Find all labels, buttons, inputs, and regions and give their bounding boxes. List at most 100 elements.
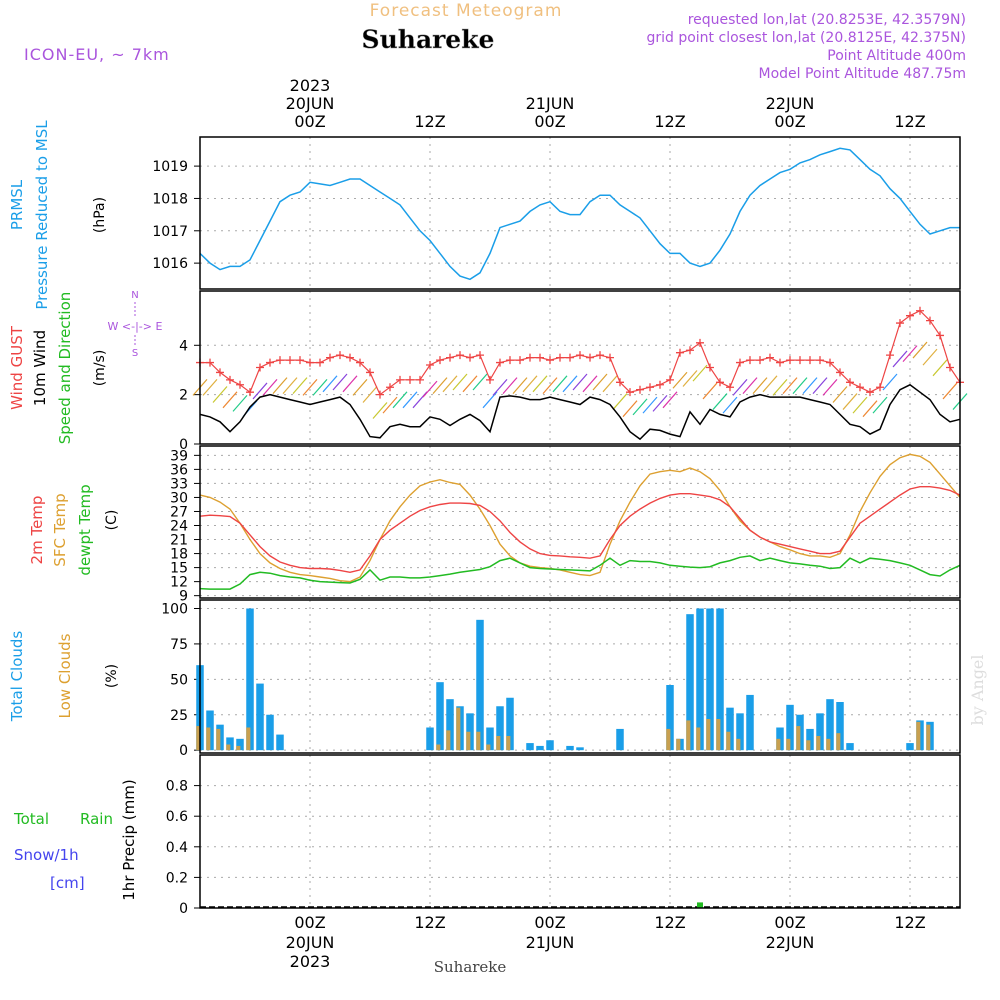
total-cloud-bar <box>426 727 434 751</box>
wind-gust-marker <box>426 361 434 370</box>
y-tick-label: 1016 <box>152 256 188 272</box>
low-cloud-bar <box>446 730 451 751</box>
wind-gust-marker <box>946 363 954 372</box>
wind-gust-marker <box>206 358 214 367</box>
wind-gust-marker <box>556 353 564 362</box>
dewpt-label: dewpt Temp <box>76 484 94 575</box>
time-label: 21JUN <box>526 933 575 952</box>
wind-gust-marker <box>276 356 284 365</box>
t2m-line <box>199 486 961 574</box>
wind-gust-marker <box>226 375 234 384</box>
wind-direction-arrow <box>392 391 408 409</box>
time-label: 22JUN <box>766 933 815 952</box>
y-tick-label: 2 <box>179 388 188 404</box>
total-cloud-bar <box>816 713 824 751</box>
wind-direction-arrow <box>292 377 308 394</box>
wind-gust-marker <box>656 380 664 389</box>
total-cloud-bar <box>686 614 694 751</box>
total-cloud-bar <box>846 743 854 751</box>
wind-gust-marker <box>326 353 334 362</box>
y-tick-label: 0.2 <box>166 870 188 886</box>
wind-gust-marker <box>916 306 924 315</box>
prmsl-label: PRMSL <box>8 179 26 230</box>
bottom-location: Suhareke <box>434 958 507 976</box>
y-tick-label: 12 <box>170 575 188 591</box>
wind-direction-arrow <box>592 373 608 391</box>
panel-background <box>200 755 960 908</box>
wind-direction-arrow <box>702 382 718 400</box>
wind-gust-marker <box>566 353 574 362</box>
wind-gust-marker <box>716 378 724 387</box>
wind-gust-marker <box>926 316 934 325</box>
precip-rain-label: Rain <box>80 810 113 828</box>
wind-direction-arrow <box>442 375 458 393</box>
total-cloud-bar <box>786 704 794 751</box>
compass-north: N <box>131 290 138 301</box>
wind-gust-marker <box>796 356 804 365</box>
total-cloud-bar <box>536 745 544 751</box>
watermark: by Angel <box>968 654 987 725</box>
wind-gust-marker <box>736 358 744 367</box>
wind-direction-arrow <box>252 382 268 400</box>
low-cloud-bar <box>226 744 231 751</box>
dewpt-line <box>199 555 961 590</box>
wind-gust-marker <box>286 356 294 365</box>
panel-border <box>199 599 961 754</box>
total-cloud-bar <box>906 743 914 751</box>
wind-gust-marker <box>526 353 534 362</box>
total-cloud-bar <box>826 699 834 751</box>
location-title: Suhareke <box>362 25 495 54</box>
wind-direction-arrow <box>222 391 238 409</box>
wind-unit: (m/s) <box>92 350 108 387</box>
rain-bar <box>697 902 703 908</box>
time-label: 12Z <box>654 112 685 131</box>
model-name: ICON-EU, ~ 7km <box>24 45 170 64</box>
wind-direction-arrow <box>342 375 358 393</box>
wind-gust-marker <box>516 356 524 365</box>
wind-gust-marker <box>246 388 254 397</box>
y-tick-label: 39 <box>170 448 188 464</box>
total-cloud-bar <box>476 619 484 751</box>
panel-background <box>200 600 960 753</box>
low-cloud-bar <box>836 733 841 751</box>
time-label: 00Z <box>294 913 325 932</box>
total-cloud-bar <box>236 738 244 751</box>
sfc-temp-line <box>199 453 961 583</box>
wind-direction-arrow <box>262 378 278 396</box>
wind-gust-marker <box>826 358 834 367</box>
low-cloud-bar <box>926 724 931 751</box>
total-cloud-bar <box>666 685 674 751</box>
wind-direction-arrow <box>882 373 898 391</box>
wind-gust-marker <box>586 353 594 362</box>
total-cloud-bar <box>436 682 444 751</box>
wind-direction-arrow <box>372 402 388 419</box>
wind-gust-marker <box>756 356 764 365</box>
total-cloud-bar <box>506 697 514 751</box>
wind-gust-marker <box>906 311 914 320</box>
requested-coords: requested lon,lat (20.8253E, 42.3579N) <box>688 12 966 28</box>
gust-label: Wind GUST <box>8 325 26 410</box>
wind-gust-marker <box>356 358 364 367</box>
y-tick-label: 0 <box>179 743 188 759</box>
total-cloud-bar <box>836 702 844 751</box>
time-label: 00Z <box>774 913 805 932</box>
total-cloud-bar <box>806 728 814 751</box>
low-cloud-bar <box>496 736 501 751</box>
wind-direction-arrow <box>382 396 398 414</box>
low-cloud-bar <box>826 738 831 751</box>
wind-gust-marker <box>366 368 374 377</box>
wind-direction-arrow <box>622 400 638 418</box>
wind-gust-marker <box>236 380 244 389</box>
panel-background <box>200 446 960 598</box>
wind-gust-marker <box>536 353 544 362</box>
total-cloud-bar <box>546 740 554 751</box>
low-cloud-bar <box>776 738 781 751</box>
y-tick-label: 1017 <box>152 224 188 240</box>
wind-gust-marker <box>256 363 264 372</box>
wind-gust-marker <box>606 353 614 362</box>
wind-direction-arrow <box>512 377 528 394</box>
wind-direction-arrow <box>862 400 878 418</box>
low-cloud-bar <box>436 744 441 751</box>
time-label: 12Z <box>894 913 925 932</box>
wind-gust-marker <box>406 375 414 384</box>
